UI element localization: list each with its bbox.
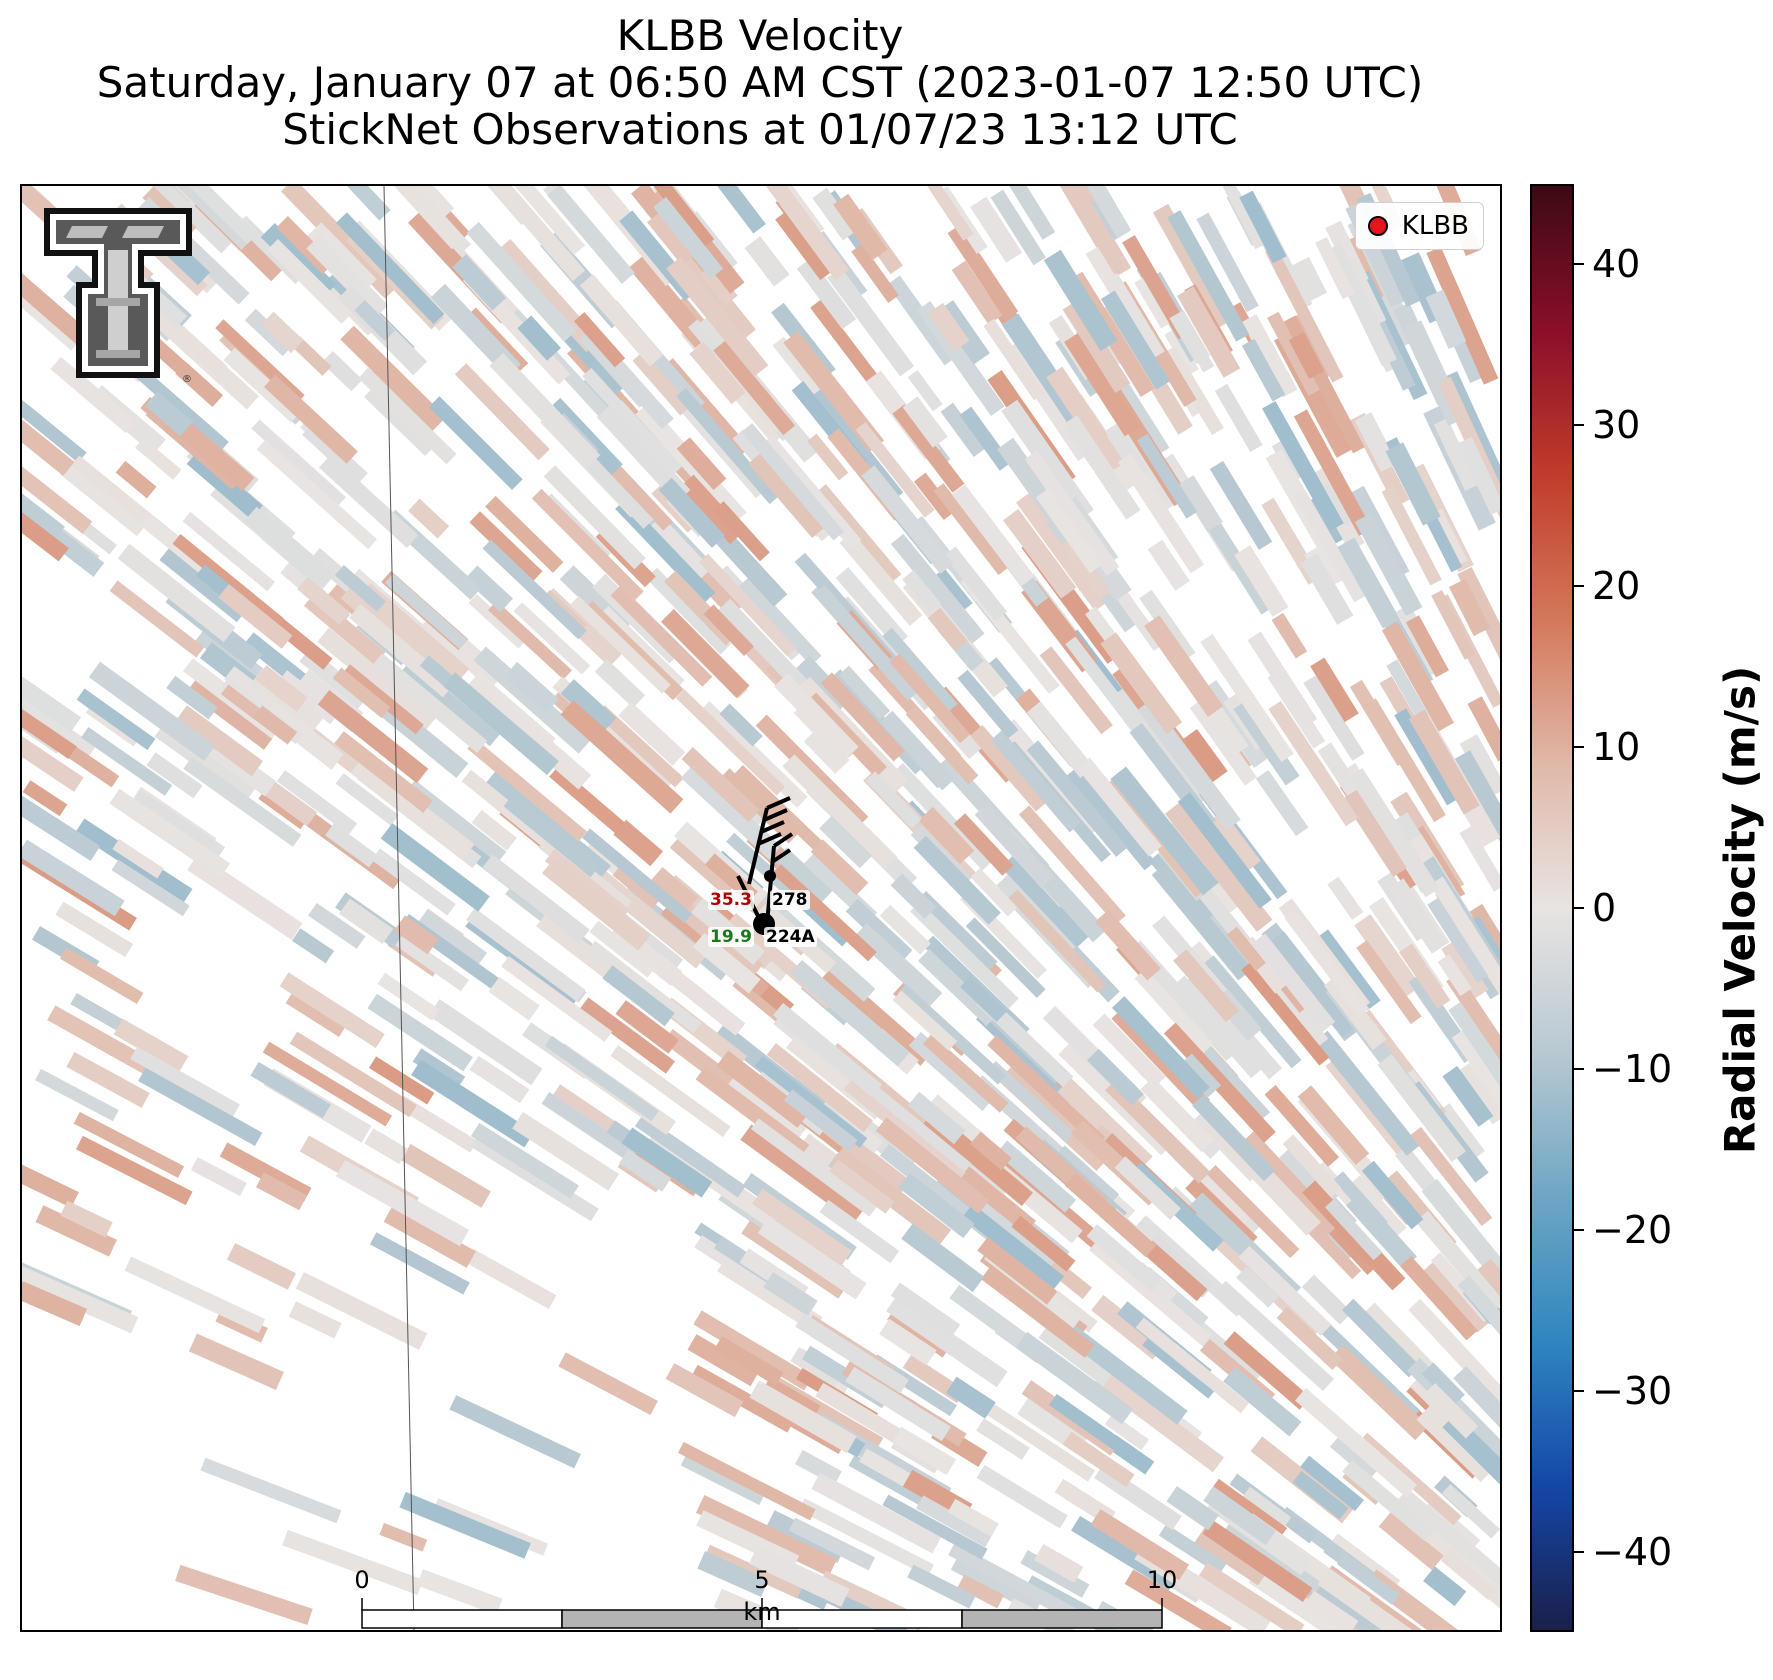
colorbar-tick-mark	[1574, 1550, 1584, 1553]
colorbar-tick-mark	[1574, 1389, 1584, 1392]
title-line-3: StickNet Observations at 01/07/23 13:12 …	[282, 105, 1238, 154]
wind-barb-278	[747, 796, 791, 885]
scale-tick-0: 0	[354, 1566, 370, 1594]
texas-tech-double-t-logo: ®	[44, 208, 192, 385]
colorbar-tick-mark	[1574, 424, 1584, 427]
map-overlay: ®	[44, 186, 1163, 1630]
colorbar-tick-label: 10	[1592, 725, 1641, 770]
colorbar-tick-mark	[1574, 263, 1584, 266]
station-temp-224A: 19.9	[708, 927, 754, 947]
colorbar-tick-label: 0	[1592, 886, 1617, 930]
radar-gates	[22, 186, 1500, 1630]
colorbar-tick-mark	[1574, 746, 1584, 749]
chart-title: KLBB Velocity Saturday, January 07 at 06…	[0, 12, 1520, 153]
radar-map[interactable]: ® KLBB 35.3	[20, 184, 1502, 1632]
registered-mark: ®	[182, 374, 192, 385]
colorbar-tick-mark	[1574, 907, 1584, 909]
colorbar-tick-label: −10	[1592, 1046, 1673, 1091]
colorbar-tick-mark	[1574, 1067, 1584, 1070]
colorbar-tick-label: 30	[1592, 403, 1641, 448]
station-temp-278: 35.3	[708, 890, 754, 910]
title-line-2: Saturday, January 07 at 06:50 AM CST (20…	[96, 58, 1424, 107]
colorbar-tick-label: −20	[1592, 1207, 1673, 1252]
scale-unit: km	[743, 1598, 781, 1626]
colorbar-tick-label: −40	[1592, 1529, 1673, 1574]
station-marker-278	[764, 870, 776, 882]
legend-label: KLBB	[1401, 211, 1469, 241]
map-legend: KLBB	[1354, 202, 1484, 250]
colorbar-tick-mark	[1574, 585, 1584, 588]
colorbar-title: Radial Velocity (m/s)	[1715, 665, 1765, 1155]
klbb-marker-icon	[1367, 216, 1388, 236]
scale-tick-5: 5	[754, 1566, 770, 1594]
station-id-224A: 224A	[764, 927, 817, 947]
colorbar-tick-label: 40	[1592, 242, 1641, 287]
radar-velocity-field	[22, 186, 1500, 1630]
colorbar	[1530, 184, 1574, 1632]
station-id-278: 278	[770, 890, 810, 910]
colorbar-tick-label: 20	[1592, 564, 1641, 609]
colorbar-tick-mark	[1574, 1228, 1584, 1231]
colorbar-tick-label: −30	[1592, 1368, 1673, 1413]
scale-bar	[361, 1598, 1163, 1629]
county-boundary	[383, 186, 415, 1630]
scale-tick-10: 10	[1146, 1566, 1178, 1594]
title-line-1: KLBB Velocity	[616, 11, 904, 60]
